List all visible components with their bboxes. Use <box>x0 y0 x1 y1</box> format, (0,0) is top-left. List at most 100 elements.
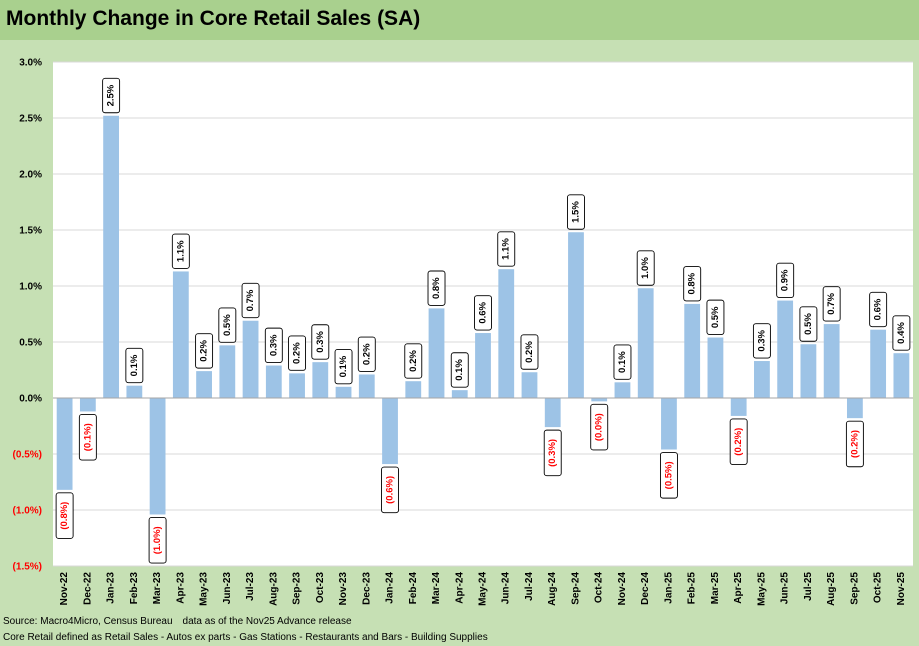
x-tick-label: May-24 <box>478 572 489 606</box>
bar <box>451 390 468 398</box>
y-tick-label: (0.5%) <box>13 450 42 461</box>
data-label-box <box>543 429 562 477</box>
x-tick-label: Oct-25 <box>873 572 884 604</box>
data-label-box <box>613 344 632 380</box>
data-label: (0.1%) <box>82 423 93 451</box>
bar <box>730 398 747 416</box>
data-label-box <box>55 492 74 539</box>
data-label-box <box>590 403 609 451</box>
bar <box>521 372 538 398</box>
data-label-box <box>729 418 748 465</box>
data-label-box <box>520 334 539 370</box>
bar <box>823 324 840 398</box>
x-tick-label: Jan-25 <box>663 572 674 604</box>
source-text: Source: Macro4Micro, Census Bureau <box>3 616 173 627</box>
x-tick-label: Jun-24 <box>501 572 512 605</box>
data-label-box <box>567 194 585 230</box>
x-tick-label: Dec-24 <box>640 572 651 605</box>
x-tick-label: Oct-23 <box>315 572 326 604</box>
data-label: 2.5% <box>106 84 117 106</box>
data-label: (1.0%) <box>152 526 163 554</box>
data-label: 0.2% <box>524 341 535 363</box>
data-label-box <box>450 352 469 388</box>
bar <box>289 373 305 398</box>
data-label-box <box>195 333 214 369</box>
data-label: 0.1% <box>454 359 465 381</box>
y-tick-label: (1.0%) <box>13 506 42 517</box>
data-label-box <box>752 323 771 359</box>
x-tick-label: Nov-25 <box>896 572 907 606</box>
asof-text: data as of the Nov25 Advance release <box>182 616 352 627</box>
x-tick-label: Mar-23 <box>152 572 163 605</box>
data-label-box <box>822 286 841 322</box>
bar <box>498 269 515 398</box>
data-label-box <box>241 282 260 319</box>
definition-note: Core Retail defined as Retail Sales - Au… <box>3 632 488 643</box>
x-tick-label: Sep-23 <box>292 572 303 605</box>
x-tick-label: Mar-24 <box>431 572 442 605</box>
x-tick-label: Nov-23 <box>338 572 349 606</box>
y-tick-label: 0.5% <box>19 338 42 349</box>
x-tick-label: Aug-23 <box>268 572 279 606</box>
bar-chart: 3.0% 2.5% 2.0% 1.5% 1.0% 0.5% 0.0% (0.5%) (1.0%)… <box>13 58 913 606</box>
bar <box>707 337 724 398</box>
data-label: (0.3%) <box>547 439 558 467</box>
x-tick-label: May-25 <box>756 572 767 606</box>
data-label-box <box>683 266 702 302</box>
bar <box>242 320 259 398</box>
x-tick-label: Apr-23 <box>175 572 186 604</box>
data-label: 0.3% <box>315 331 326 353</box>
x-tick-label: May-23 <box>199 572 210 606</box>
data-label-box <box>776 262 795 299</box>
data-label: 0.4% <box>896 322 907 344</box>
bar <box>358 374 375 398</box>
x-tick-label: Aug-24 <box>547 572 558 606</box>
bar <box>79 398 96 412</box>
data-label-box <box>125 347 144 384</box>
bar <box>103 115 120 398</box>
data-label: 0.8% <box>431 277 442 299</box>
bar <box>591 398 608 402</box>
data-label: 0.2% <box>408 350 419 372</box>
y-tick-label: 2.0% <box>19 170 42 181</box>
x-tick-label: Nov-22 <box>59 572 70 606</box>
data-label-box <box>78 413 97 461</box>
x-tick-label: Jul-24 <box>524 572 535 601</box>
x-tick-label: Dec-22 <box>82 572 93 605</box>
chart-title: Monthly Change in Core Retail Sales (SA) <box>6 7 421 30</box>
data-label-box <box>845 420 864 468</box>
data-label: 0.6% <box>873 298 884 320</box>
data-label: 0.2% <box>199 340 210 362</box>
data-label-box <box>892 315 911 351</box>
data-label: (0.5%) <box>663 461 674 489</box>
bar <box>428 308 445 398</box>
bar <box>172 271 189 398</box>
data-label: 0.8% <box>687 272 698 294</box>
bar <box>661 398 677 450</box>
y-tick-label: 3.0% <box>19 58 42 69</box>
bar <box>568 232 584 398</box>
data-label-box <box>381 466 399 514</box>
data-label: 0.2% <box>292 342 303 364</box>
bar <box>196 371 212 398</box>
data-label-box <box>404 343 423 379</box>
data-label: 1.5% <box>570 201 581 223</box>
data-label: 0.1% <box>617 351 628 373</box>
data-label: (0.0%) <box>594 413 605 441</box>
data-label: 0.5% <box>710 306 721 328</box>
bar <box>56 398 73 490</box>
data-label: 0.3% <box>756 329 767 351</box>
data-label-box <box>334 348 353 385</box>
bar <box>219 345 236 398</box>
data-label-box <box>799 306 818 342</box>
data-label: 0.5% <box>222 314 233 336</box>
data-label-box <box>706 299 725 335</box>
data-label-box <box>869 291 888 328</box>
bar <box>475 333 491 398</box>
data-label: 0.2% <box>361 343 372 365</box>
data-label-box <box>311 324 330 360</box>
y-tick-label: (1.5%) <box>13 562 42 573</box>
data-label-box <box>102 77 121 114</box>
x-tick-label: Jan-24 <box>385 572 396 604</box>
x-tick-label: Aug-25 <box>826 572 837 606</box>
